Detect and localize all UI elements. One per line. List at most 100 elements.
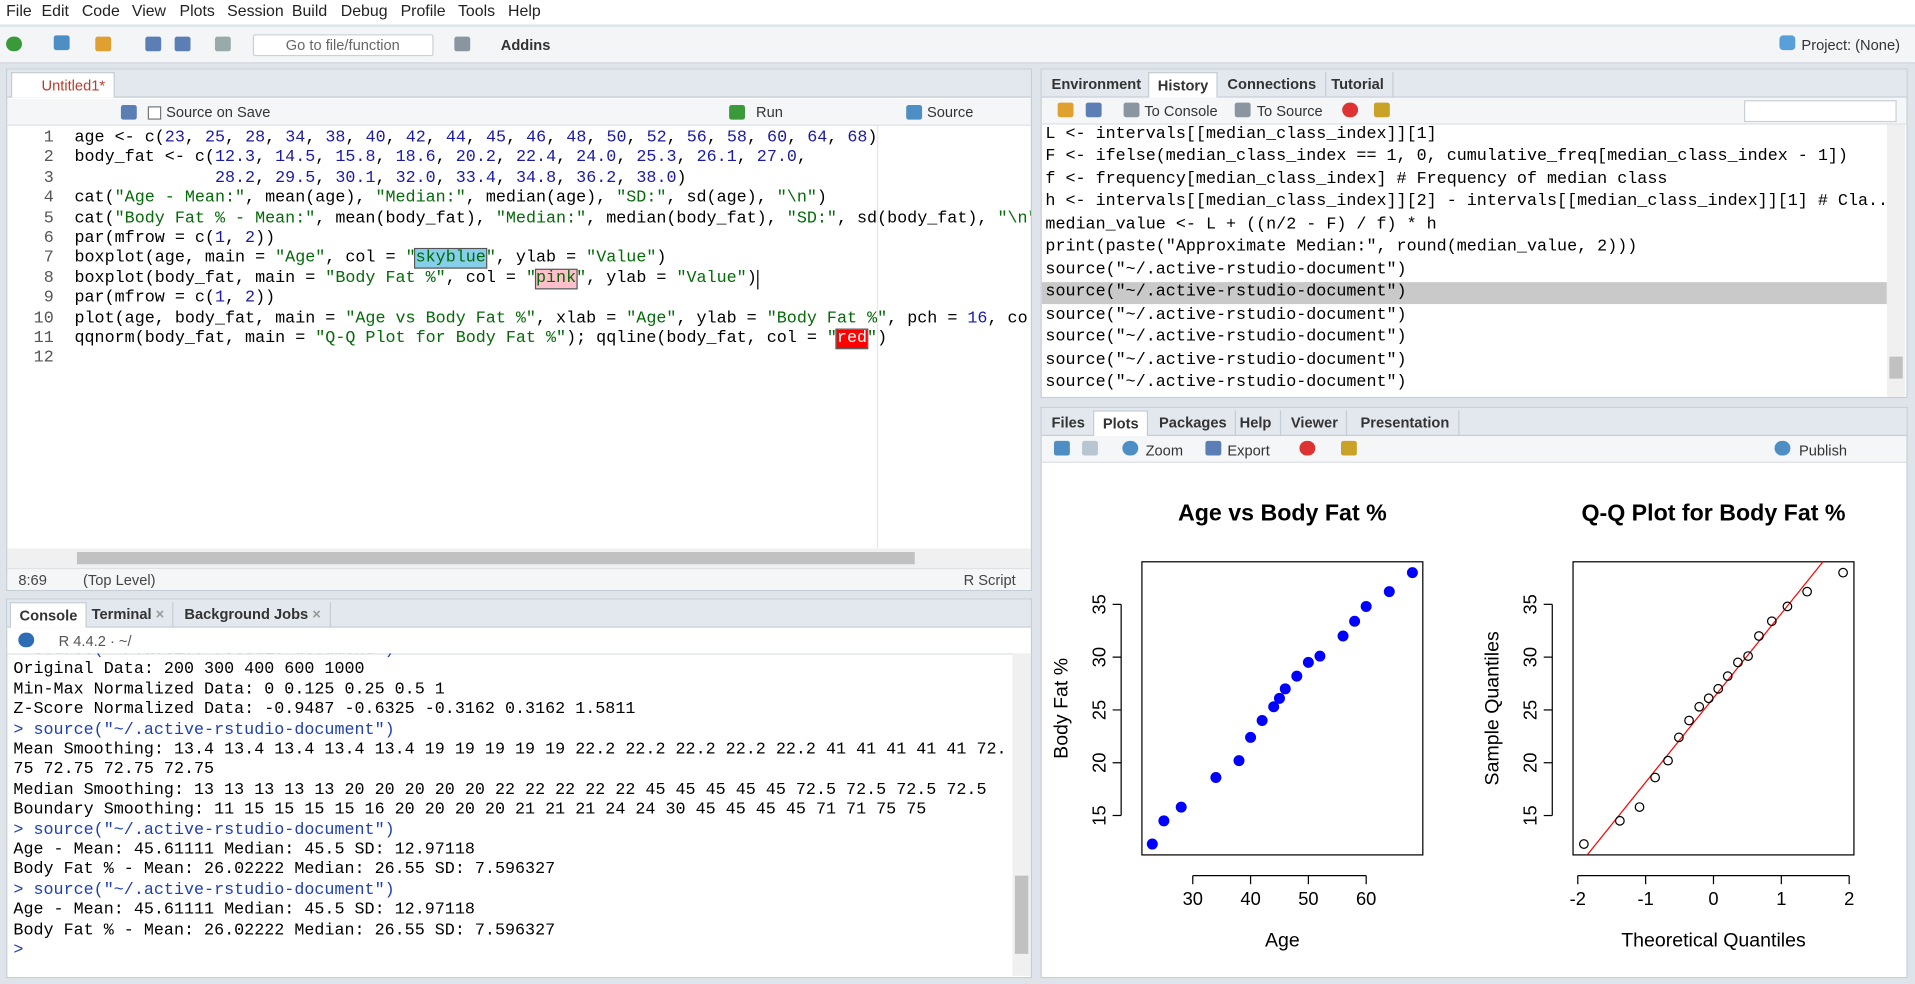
zoom-button[interactable]: Zoom xyxy=(1145,442,1184,460)
menu-item[interactable]: Session xyxy=(227,1,284,20)
pane-tab[interactable]: Presentation xyxy=(1352,410,1460,437)
text-cursor xyxy=(757,269,759,290)
save-icon[interactable] xyxy=(1085,102,1102,118)
go-to-file-box[interactable]: Go to file/function xyxy=(252,34,434,57)
to-console-icon xyxy=(1123,102,1140,118)
menu-item[interactable]: Profile xyxy=(400,1,446,20)
menu-item[interactable]: File xyxy=(6,1,32,20)
pane-tab[interactable]: Connections xyxy=(1219,72,1326,98)
new-file-icon[interactable] xyxy=(6,36,22,52)
history-entry[interactable]: source("~/.active-rstudio-document") xyxy=(1045,306,1407,325)
search-box[interactable] xyxy=(1744,100,1897,123)
pane-tab[interactable]: Help xyxy=(1231,410,1282,437)
history-list[interactable]: L <- intervals[[median_class_index]][1] F… xyxy=(1041,125,1887,397)
remove-icon[interactable] xyxy=(1342,102,1359,118)
history-entry[interactable]: print(paste("Approximate Median:", round… xyxy=(1045,238,1638,257)
y-tick-label: 30 xyxy=(1088,647,1109,667)
menu-item[interactable]: Code xyxy=(81,1,120,20)
history-entry[interactable]: source("~/.active-rstudio-document") xyxy=(1045,351,1407,370)
history-entry[interactable]: source("~/.active-rstudio-document") xyxy=(1045,328,1407,347)
code-line: par(mfrow = c(1, 2)) xyxy=(74,289,276,308)
point xyxy=(1383,586,1395,598)
open-icon[interactable] xyxy=(95,36,112,52)
menu-item[interactable]: Edit xyxy=(41,1,69,20)
scroll-thumb[interactable] xyxy=(1889,356,1903,379)
clear-plots-icon[interactable] xyxy=(1340,440,1357,456)
remove-plot-icon[interactable] xyxy=(1299,440,1316,456)
point xyxy=(1694,701,1705,712)
vertical-scrollbar[interactable] xyxy=(1886,124,1906,397)
file-type-menu[interactable]: R Script xyxy=(963,571,1016,589)
to-console-button[interactable]: To Console xyxy=(1144,102,1218,120)
close-tab[interactable]: × xyxy=(308,605,321,623)
source-button[interactable]: Source xyxy=(926,103,974,121)
point xyxy=(1579,839,1589,849)
clear-icon[interactable] xyxy=(1373,102,1390,118)
r-version: R 4.4.2 · ~/ xyxy=(58,632,132,650)
console-prompt[interactable]: > xyxy=(13,941,24,960)
menu-item[interactable]: Build xyxy=(291,1,328,20)
pane-tab[interactable]: Terminal × xyxy=(83,602,174,628)
new-project-icon[interactable] xyxy=(53,35,70,51)
load-icon[interactable] xyxy=(1057,102,1074,118)
to-source-button[interactable]: To Source xyxy=(1256,102,1323,120)
save-all-icon[interactable] xyxy=(174,36,191,52)
menu-item[interactable]: View xyxy=(131,1,167,20)
project-icon xyxy=(1779,35,1796,51)
save-icon[interactable] xyxy=(145,36,162,52)
back-icon[interactable] xyxy=(1053,440,1070,456)
pane-tab[interactable]: Environment xyxy=(1043,72,1151,98)
point xyxy=(1743,651,1753,661)
history-entry[interactable]: L <- intervals[[median_class_index]][1] xyxy=(1045,125,1437,145)
editor-tab[interactable]: Untitled1* xyxy=(10,72,115,98)
source-on-save-checkbox[interactable] xyxy=(147,106,162,120)
pane-tab[interactable]: History xyxy=(1148,72,1219,98)
menu-item[interactable]: Tools xyxy=(457,1,496,20)
history-entry[interactable]: source("~/.active-rstudio-document") xyxy=(1045,283,1407,302)
pane-tab[interactable]: Files xyxy=(1043,410,1095,437)
menu-item[interactable]: Debug xyxy=(340,1,388,20)
export-button[interactable]: Export xyxy=(1227,442,1270,460)
point xyxy=(1273,692,1285,704)
history-pane: Environment History Connections Tutorial To… xyxy=(1040,68,1908,399)
pane-tab[interactable]: Plots xyxy=(1093,410,1149,437)
source-on-save-label[interactable]: Source on Save xyxy=(166,103,271,121)
line-number: 8 xyxy=(43,269,54,288)
save-icon[interactable] xyxy=(120,105,137,120)
menu-item[interactable]: Help xyxy=(508,1,541,20)
pane-tab[interactable]: Background Jobs × xyxy=(176,602,331,628)
horizontal-scrollbar[interactable] xyxy=(7,548,1031,568)
history-entry[interactable]: source("~/.active-rstudio-document") xyxy=(1045,260,1407,280)
forward-icon[interactable] xyxy=(1082,440,1098,456)
history-entry[interactable]: source("~/.active-rstudio-document") xyxy=(1045,373,1407,392)
scroll-thumb[interactable] xyxy=(76,552,915,565)
console-output[interactable]: > source("~/.active-rstudio-document") Or… xyxy=(7,653,1011,975)
print-icon[interactable] xyxy=(214,36,231,52)
pane-tab[interactable]: Tutorial xyxy=(1323,72,1394,98)
grid-icon[interactable] xyxy=(454,36,471,52)
pane-tab[interactable]: Packages xyxy=(1150,410,1237,437)
console-output-line: Age - Mean: 45.61111 Median: 45.5 SD: 12… xyxy=(13,841,475,860)
x-tick-label: 60 xyxy=(1356,888,1376,909)
vertical-scrollbar[interactable] xyxy=(1012,653,1031,976)
history-entry[interactable]: f <- frequency[median_class_index] # Fre… xyxy=(1045,170,1668,190)
pane-tab[interactable]: Console xyxy=(9,602,88,628)
x-tick-label: 0 xyxy=(1708,888,1718,909)
console-output-line: Boundary Smoothing: 11 15 15 15 15 16 20… xyxy=(13,801,927,820)
close-tab[interactable]: × xyxy=(151,605,165,623)
addins-button[interactable]: Addins xyxy=(500,36,551,54)
menu-item[interactable]: Plots xyxy=(179,1,215,20)
x-tick-label: 30 xyxy=(1183,888,1203,909)
scroll-thumb[interactable] xyxy=(1014,875,1029,954)
run-button[interactable]: Run xyxy=(755,103,783,121)
history-entry[interactable]: h <- intervals[[median_class_index]][2] … xyxy=(1045,193,1887,212)
project-menu[interactable]: Project: (None) xyxy=(1801,36,1900,54)
code-area[interactable]: 1 age <- c(23, 25, 28, 34, 38, 40, 42, 44… xyxy=(7,125,1031,549)
publish-button[interactable]: Publish xyxy=(1798,442,1848,460)
x-axis-label: Age xyxy=(1265,930,1300,952)
pane-tab[interactable]: Viewer xyxy=(1282,410,1348,437)
history-entry[interactable]: median_value <- L + ((n/2 - F) / f) * h xyxy=(1045,215,1437,235)
scope-menu[interactable]: (Top Level) xyxy=(83,571,156,589)
history-entry[interactable]: F <- ifelse(median_class_index == 1, 0, … xyxy=(1045,148,1848,167)
plot-canvas: Age vs Body Fat % Age Body Fat % 30 40 50 60 15… xyxy=(1050,499,1855,952)
